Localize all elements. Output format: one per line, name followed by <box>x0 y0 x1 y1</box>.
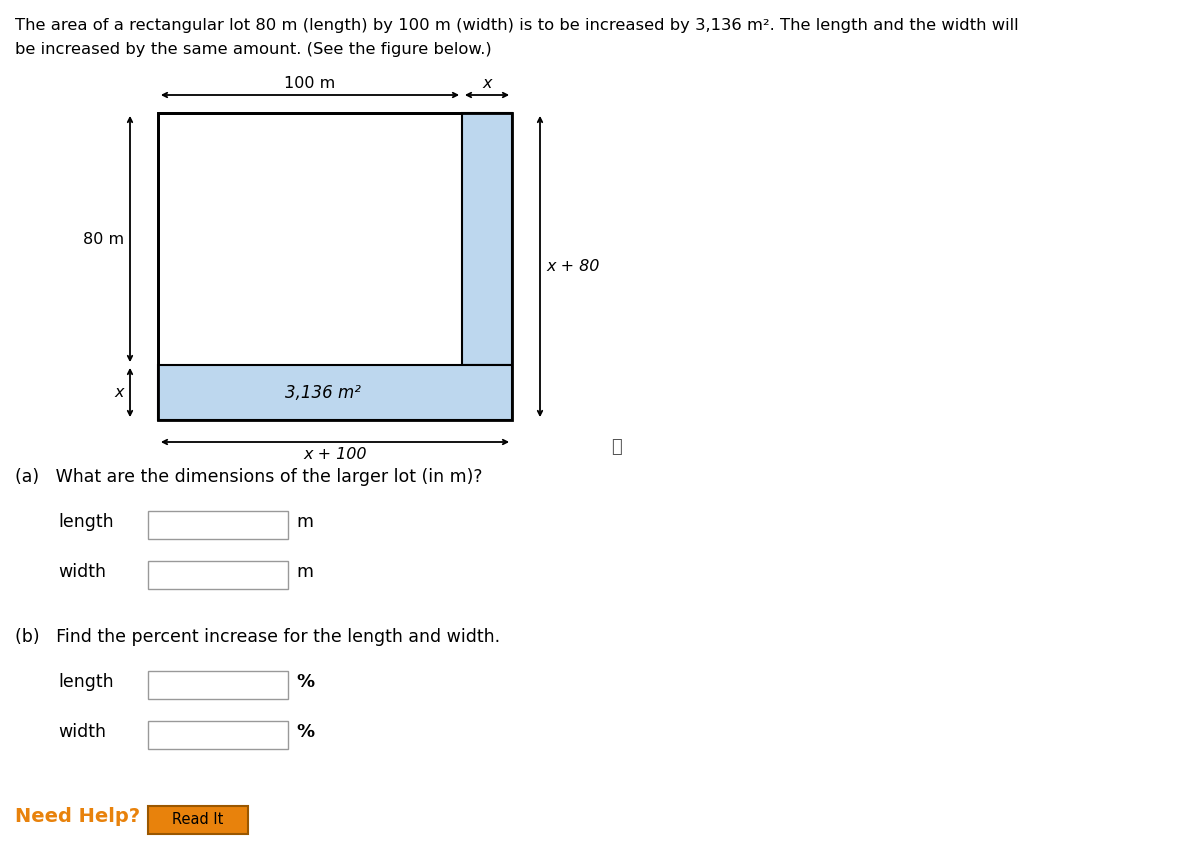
Bar <box>158 365 512 420</box>
Text: Need Help?: Need Help? <box>14 807 140 827</box>
Text: 100 m: 100 m <box>284 76 336 91</box>
Text: width: width <box>58 563 106 581</box>
Text: be increased by the same amount. (See the figure below.): be increased by the same amount. (See th… <box>14 42 492 57</box>
Text: (a)   What are the dimensions of the larger lot (in m)?: (a) What are the dimensions of the large… <box>14 468 482 486</box>
Text: %: % <box>296 723 314 741</box>
Text: length: length <box>58 673 114 691</box>
Text: x + 80: x + 80 <box>546 259 599 274</box>
Text: m: m <box>296 563 313 581</box>
Bar <box>148 806 248 834</box>
Bar <box>148 511 288 539</box>
Bar <box>148 671 288 699</box>
Text: x: x <box>482 76 492 91</box>
Text: ⓘ: ⓘ <box>612 438 623 456</box>
Text: (b)   Find the percent increase for the length and width.: (b) Find the percent increase for the le… <box>14 628 500 646</box>
Text: 80 m: 80 m <box>83 232 124 247</box>
Text: width: width <box>58 723 106 741</box>
Text: length: length <box>58 513 114 531</box>
Bar <box>462 113 512 365</box>
Text: The area of a rectangular lot 80 m (length) by 100 m (width) is to be increased : The area of a rectangular lot 80 m (leng… <box>14 18 1019 33</box>
Text: 3,136 m²: 3,136 m² <box>286 383 361 402</box>
Text: Read It: Read It <box>173 813 223 828</box>
Bar <box>148 561 288 589</box>
Text: x: x <box>114 385 124 400</box>
Bar <box>158 113 512 420</box>
Bar <box>158 113 462 365</box>
Text: x + 100: x + 100 <box>304 447 367 462</box>
Bar <box>148 721 288 749</box>
Text: %: % <box>296 673 314 691</box>
Text: m: m <box>296 513 313 531</box>
